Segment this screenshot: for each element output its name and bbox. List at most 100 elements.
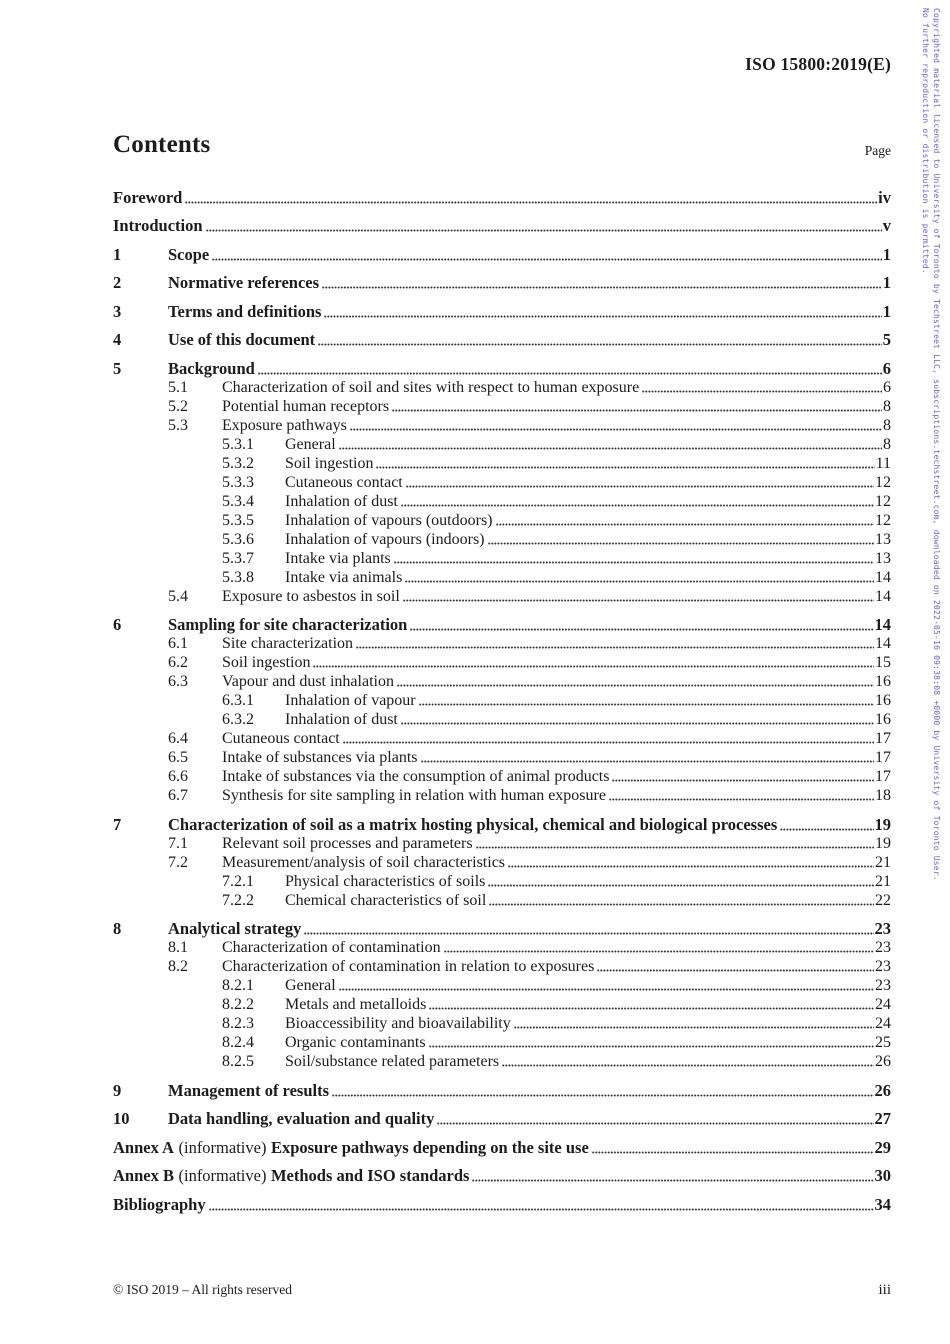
toc-entry-page: 13 <box>875 530 891 548</box>
toc-entry-6.2[interactable]: 6.2 Soil ingestion 15 <box>113 653 891 672</box>
toc-entry-2[interactable]: 2 Normative references 1 <box>113 273 891 292</box>
toc-entry-page: 16 <box>875 673 891 690</box>
toc-entry-7.2[interactable]: 7.2 Measurement/analysis of soil characte… <box>113 853 891 872</box>
toc-entry-5.3.2[interactable]: 5.3.2 Soil ingestion 11 <box>113 454 891 473</box>
toc-entry-page: 23 <box>875 958 891 975</box>
toc-entry-8[interactable]: 8 Analytical strategy 23 <box>113 919 891 938</box>
toc-entry-5.3.3[interactable]: 5.3.3 Cutaneous contact 12 <box>113 473 891 492</box>
dot-leader <box>429 1007 874 1010</box>
toc-entry-number: 7.2 <box>168 853 188 871</box>
toc-entry-number: 5.3.1 <box>222 435 254 453</box>
toc-entry-page: 14 <box>875 635 891 652</box>
toc-list: Foreword iv Introduction v 1 Scope 1 2 Normative… <box>113 178 891 1214</box>
toc-entry-7.2.1[interactable]: 7.2.1 Physical characteristics of soils 21 <box>113 872 891 891</box>
toc-entry-number: 6.2 <box>168 654 188 671</box>
toc-entry-6.6[interactable]: 6.6 Intake of substances via the consumpt… <box>113 767 891 786</box>
toc-entry-annex-b[interactable]: Annex B (informative) Methods and ISO stan… <box>113 1166 891 1185</box>
toc-entry-7.2.2[interactable]: 7.2.2 Chemical characteristics of soil 22 <box>113 891 891 910</box>
toc-entry-8.2.3[interactable]: 8.2.3 Bioaccessibility and bioavailabilit… <box>113 1014 891 1033</box>
dot-leader <box>208 1207 874 1211</box>
toc-entry-5[interactable]: 5 Background 6 <box>113 359 891 378</box>
annex-prefix: Annex A <box>113 1137 174 1157</box>
toc-entry-5.4[interactable]: 5.4 Exposure to asbestos in soil 14 <box>113 587 891 606</box>
toc-entry-6.4[interactable]: 6.4 Cutaneous contact 17 <box>113 729 891 748</box>
dot-leader <box>324 314 882 318</box>
toc-entry-number: 6.3.1 <box>222 692 254 709</box>
toc-entry-number: 5.3.8 <box>222 568 254 586</box>
toc-entry-introduction[interactable]: Introduction v <box>113 216 891 235</box>
toc-entry-page: 29 <box>874 1137 892 1157</box>
toc-entry-title: Site characterization <box>222 635 354 652</box>
toc-entry-6.3.2[interactable]: 6.3.2 Inhalation of dust 16 <box>113 710 891 729</box>
toc-entry-page: 12 <box>875 492 891 510</box>
toc-entry-page: 17 <box>875 768 891 785</box>
toc-entry-annex-a[interactable]: Annex A (informative) Exposure pathways de… <box>113 1138 891 1157</box>
toc-entry-5.3[interactable]: 5.3 Exposure pathways 8 <box>113 416 891 435</box>
dot-leader <box>400 722 874 725</box>
toc-entry-number: 6.1 <box>168 635 188 652</box>
toc-entry-5.3.8[interactable]: 5.3.8 Intake via animals 14 <box>113 568 891 587</box>
toc-entry-6.3[interactable]: 6.3 Vapour and dust inhalation 16 <box>113 672 891 691</box>
toc-entry-6.7[interactable]: 6.7 Synthesis for site sampling in relati… <box>113 786 891 805</box>
toc-entry-page: 8 <box>883 416 891 434</box>
toc-entry-6.1[interactable]: 6.1 Site characterization 14 <box>113 634 891 653</box>
dot-leader <box>392 408 882 412</box>
toc-entry-page: 24 <box>875 1015 891 1032</box>
toc-entry-title: Vapour and dust inhalation <box>222 673 394 690</box>
dot-leader <box>420 760 874 763</box>
toc-entry-5.3.1[interactable]: 5.3.1 General 8 <box>113 435 891 454</box>
toc-entry-number: 8.2.5 <box>222 1053 254 1070</box>
toc-entry-6.5[interactable]: 6.5 Intake of substances via plants 17 <box>113 748 891 767</box>
toc-entry-5.1[interactable]: 5.1 Characterization of soil and sites wi… <box>113 378 891 397</box>
toc-entry-8.2.2[interactable]: 8.2.2 Metals and metalloids 24 <box>113 995 891 1014</box>
toc-entry-number: 8.2.2 <box>222 996 254 1013</box>
toc-entry-8.2.5[interactable]: 8.2.5 Soil/substance related parameters 26 <box>113 1052 891 1071</box>
toc-entry-5.3.5[interactable]: 5.3.5 Inhalation of vapours (outdoors) 12 <box>113 511 891 530</box>
toc-entry-title: Introduction <box>113 216 203 235</box>
toc-entry-foreword[interactable]: Foreword iv <box>113 188 891 207</box>
toc-entry-page: 6 <box>882 358 891 378</box>
annex-title: Exposure pathways depending on the site … <box>270 1137 589 1157</box>
toc-entry-4[interactable]: 4 Use of this document 5 <box>113 330 891 349</box>
toc-entry-8.2.1[interactable]: 8.2.1 General 23 <box>113 976 891 995</box>
toc-entry-8.1[interactable]: 8.1 Characterization of contamination 23 <box>113 938 891 957</box>
toc-entry-8.2[interactable]: 8.2 Characterization of contamination in … <box>113 957 891 976</box>
toc-entry-title: Metals and metalloids <box>285 996 427 1013</box>
toc-entry-6[interactable]: 6 Sampling for site characterization 14 <box>113 615 891 634</box>
toc-entry-number: 8.1 <box>168 939 188 956</box>
toc-entry-8.2.4[interactable]: 8.2.4 Organic contaminants 25 <box>113 1033 891 1052</box>
toc-entry-5.3.4[interactable]: 5.3.4 Inhalation of dust 12 <box>113 492 891 511</box>
toc-entry-number: 5.3.3 <box>222 473 254 491</box>
toc-entry-page: 6 <box>883 378 891 396</box>
toc-entry-10[interactable]: 10 Data handling, evaluation and quality 2… <box>113 1109 891 1128</box>
dot-leader <box>443 950 874 953</box>
toc-entry-bibliography[interactable]: Bibliography 34 <box>113 1195 891 1214</box>
toc-entry-title: Intake of substances via plants <box>222 749 418 766</box>
toc-entry-9[interactable]: 9 Management of results 26 <box>113 1081 891 1100</box>
dot-leader <box>396 684 874 687</box>
toc-entry-page: 14 <box>875 587 891 605</box>
toc-entry-page: 23 <box>875 977 891 994</box>
toc-entry-number: 9 <box>113 1080 122 1100</box>
toc-entry-title: Measurement/analysis of soil characteris… <box>222 853 506 871</box>
toc-entry-6.3.1[interactable]: 6.3.1 Inhalation of vapour 16 <box>113 691 891 710</box>
dot-leader <box>304 932 874 935</box>
toc-entry-5.3.7[interactable]: 5.3.7 Intake via plants 13 <box>113 549 891 568</box>
toc-entry-page: iv <box>878 187 891 207</box>
toc-entry-title: Synthesis for site sampling in relation … <box>222 787 606 804</box>
toc-entry-page: 13 <box>875 549 891 567</box>
toc-entry-title: Chemical characteristics of soil <box>285 891 487 909</box>
toc-entry-number: 7.1 <box>168 834 188 852</box>
toc-entry-page: 1 <box>882 273 891 292</box>
toc-entry-title: Characterization of soil as a matrix hos… <box>168 814 778 834</box>
toc-entry-title: Cutaneous contact <box>222 730 340 747</box>
toc-entry-1[interactable]: 1 Scope 1 <box>113 245 891 264</box>
toc-entry-5.2[interactable]: 5.2 Potential human receptors 8 <box>113 397 891 416</box>
toc-entry-page: 19 <box>874 814 892 834</box>
toc-entry-3[interactable]: 3 Terms and definitions 1 <box>113 302 891 321</box>
dot-leader <box>318 343 882 346</box>
dot-leader <box>393 560 874 564</box>
toc-entry-7.1[interactable]: 7.1 Relevant soil processes and parameter… <box>113 834 891 853</box>
toc-entry-7[interactable]: 7 Characterization of soil as a matrix ho… <box>113 815 891 834</box>
toc-entry-5.3.6[interactable]: 5.3.6 Inhalation of vapours (indoors) 13 <box>113 530 891 549</box>
